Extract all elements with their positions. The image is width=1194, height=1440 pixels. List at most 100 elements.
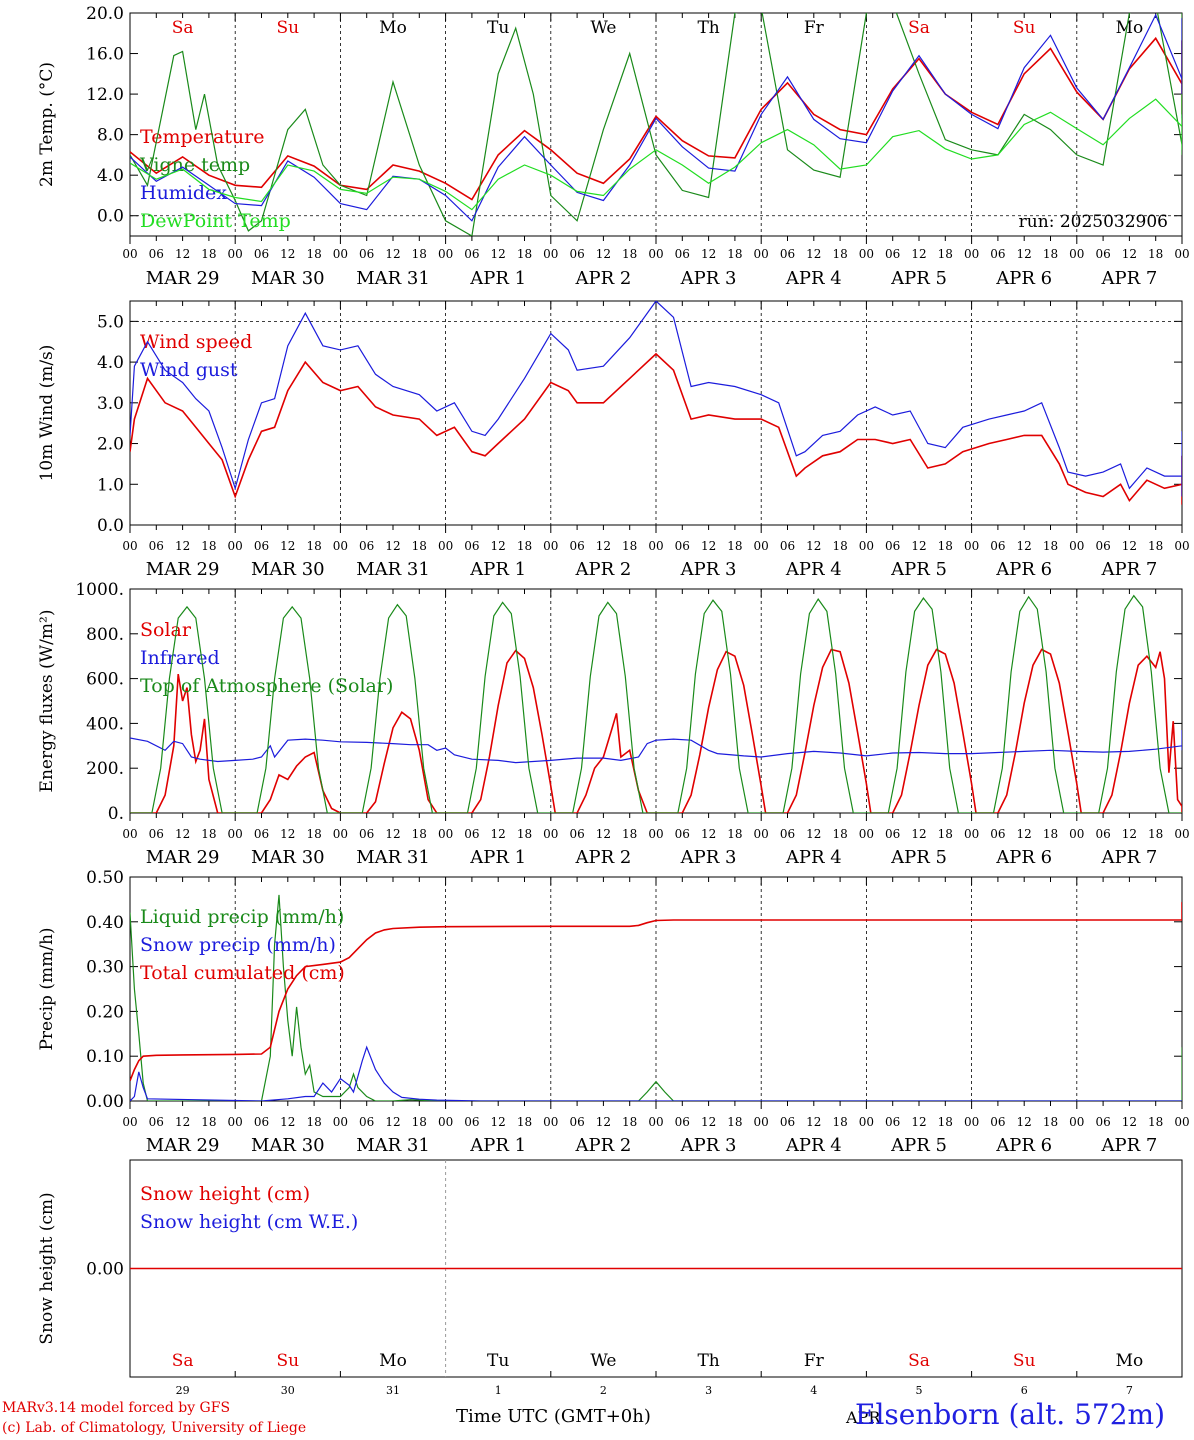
hour-tick-label: 06 [990,1115,1005,1129]
y-tick-label: 3.0 [97,394,124,414]
plot-frame [129,300,1183,526]
hour-tick-label: 12 [175,247,190,261]
hour-tick-label: 00 [333,539,348,553]
hour-tick-label: 18 [622,539,637,553]
hour-tick-label: 18 [306,1115,321,1129]
hour-tick-label: 06 [885,539,900,553]
y-tick-label: 0.0 [97,516,124,536]
hour-tick-label: 06 [780,539,795,553]
date-label: MAR 29 [146,847,220,868]
hour-tick-label: 18 [517,539,532,553]
hour-tick-label: 00 [648,539,663,553]
day-number-label: 4 [810,1384,817,1397]
day-of-week-label: Th [697,18,719,38]
hour-tick-label: 12 [701,539,716,553]
hour-tick-label: 06 [464,539,479,553]
hour-tick-label: 06 [149,827,164,841]
hour-tick-label: 00 [1174,539,1189,553]
day-of-week-label: Mo [1116,1351,1144,1371]
hour-tick-label: 06 [885,247,900,261]
date-label: APR 2 [574,559,631,580]
date-label: MAR 30 [251,1135,325,1156]
date-label: APR 4 [785,847,842,868]
hour-tick-label: 00 [228,827,243,841]
hour-tick-label: 18 [517,827,532,841]
panel-4: 00 06 12 18 00 06 12 18 00 06 12 18 00 06 12 18 00 06 12 18… [37,868,1190,1156]
y-tick-label: 0.00 [86,1260,124,1280]
hour-tick-label: 18 [1043,1115,1058,1129]
hour-tick-label: 06 [359,827,374,841]
y-tick-label: 0.00 [86,1092,124,1112]
hour-tick-label: 18 [1148,1115,1163,1129]
hour-tick-label: 06 [359,247,374,261]
date-label: MAR 30 [251,847,325,868]
hour-tick-label: 00 [1069,827,1084,841]
hour-tick-label: 00 [438,247,453,261]
day-of-week-label: Su [1013,1351,1036,1371]
hour-tick-label: 12 [1122,247,1137,261]
date-label: APR 5 [890,1135,947,1156]
date-label: APR 6 [995,268,1052,289]
hour-tick-label: 18 [1043,827,1058,841]
day-of-week-label: Mo [379,18,407,38]
date-label: APR 6 [995,1135,1052,1156]
y-axis-label: Precip (mm/h) [37,927,57,1050]
hour-tick-label: 18 [1148,827,1163,841]
date-label: MAR 31 [356,1135,430,1156]
lab-credit: (c) Lab. of Climatology, University of L… [2,1420,307,1436]
hour-tick-label: 06 [675,827,690,841]
date-label: MAR 29 [146,559,220,580]
date-label: MAR 30 [251,268,325,289]
date-label: MAR 29 [146,1135,220,1156]
series-line-solar [130,648,1182,813]
hour-tick-label: 12 [911,827,926,841]
hour-tick-label: 06 [1095,1115,1110,1129]
day-of-week-label: Sa [908,18,930,38]
hour-tick-label: 18 [201,827,216,841]
series-line-humidex [130,13,1182,222]
hour-tick-label: 18 [412,539,427,553]
day-of-week-label: Fr [804,1351,825,1371]
hour-tick-label: 12 [911,247,926,261]
day-number-label: 6 [1021,1384,1028,1397]
hour-tick-label: 00 [754,247,769,261]
hour-tick-label: 00 [859,539,874,553]
y-tick-label: 12.0 [86,85,124,105]
hour-tick-label: 06 [1095,539,1110,553]
hour-tick-label: 18 [412,1115,427,1129]
y-tick-label: 0.30 [86,958,124,978]
hour-tick-label: 00 [122,827,137,841]
hour-tick-label: 12 [1122,539,1137,553]
date-label: APR 3 [680,559,737,580]
hour-tick-label: 18 [201,539,216,553]
hour-tick-label: 12 [491,539,506,553]
panel-2: 00 06 12 18 00 06 12 18 00 06 12 18 00 06 12 18 00 06 12 18… [37,300,1190,580]
hour-tick-label: 18 [727,1115,742,1129]
hour-tick-label: 00 [1174,247,1189,261]
hour-tick-label: 12 [385,539,400,553]
day-number-label: 5 [916,1384,923,1397]
hour-tick-label: 12 [596,827,611,841]
legend-entry: Infrared [140,647,220,669]
day-number-label: 2 [600,1384,607,1397]
hour-tick-label: 18 [622,1115,637,1129]
hour-tick-label: 06 [780,1115,795,1129]
hour-tick-label: 00 [859,827,874,841]
hour-tick-label: 12 [491,247,506,261]
y-tick-label: 1000. [75,580,124,600]
y-tick-label: 0.40 [86,913,124,933]
date-label: APR 4 [785,1135,842,1156]
legend-entry: Vigne temp [139,154,250,176]
hour-tick-label: 18 [832,1115,847,1129]
y-tick-label: 16.0 [86,45,124,65]
hour-tick-label: 00 [964,827,979,841]
y-tick-label: 0.10 [86,1047,124,1067]
hour-tick-label: 18 [622,827,637,841]
hour-tick-label: 18 [306,827,321,841]
hour-tick-label: 06 [990,539,1005,553]
date-label: MAR 30 [251,559,325,580]
legend-entry: DewPoint Temp [140,210,291,232]
date-label: APR 4 [785,559,842,580]
y-tick-label: 2.0 [97,435,124,455]
hour-tick-label: 00 [754,1115,769,1129]
